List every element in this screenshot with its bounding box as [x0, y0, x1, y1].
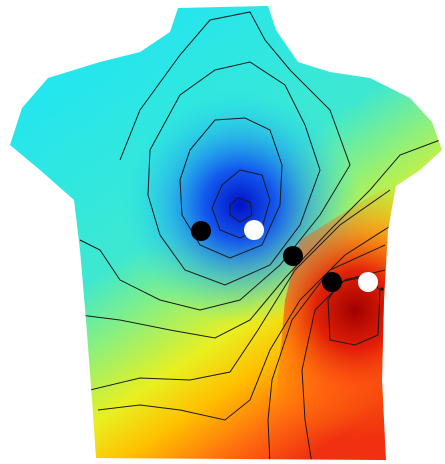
contour	[89, 189, 391, 391]
electrode	[358, 272, 378, 292]
contour	[229, 197, 253, 223]
contour	[267, 244, 386, 460]
contour	[147, 61, 321, 286]
electrode	[322, 272, 342, 292]
contour	[79, 11, 351, 311]
electrode	[244, 220, 264, 240]
contour	[301, 269, 386, 460]
electrode	[191, 221, 211, 241]
contour	[179, 117, 283, 259]
contour	[79, 139, 441, 339]
electrode	[283, 246, 303, 266]
electrode-marker	[380, 287, 384, 291]
